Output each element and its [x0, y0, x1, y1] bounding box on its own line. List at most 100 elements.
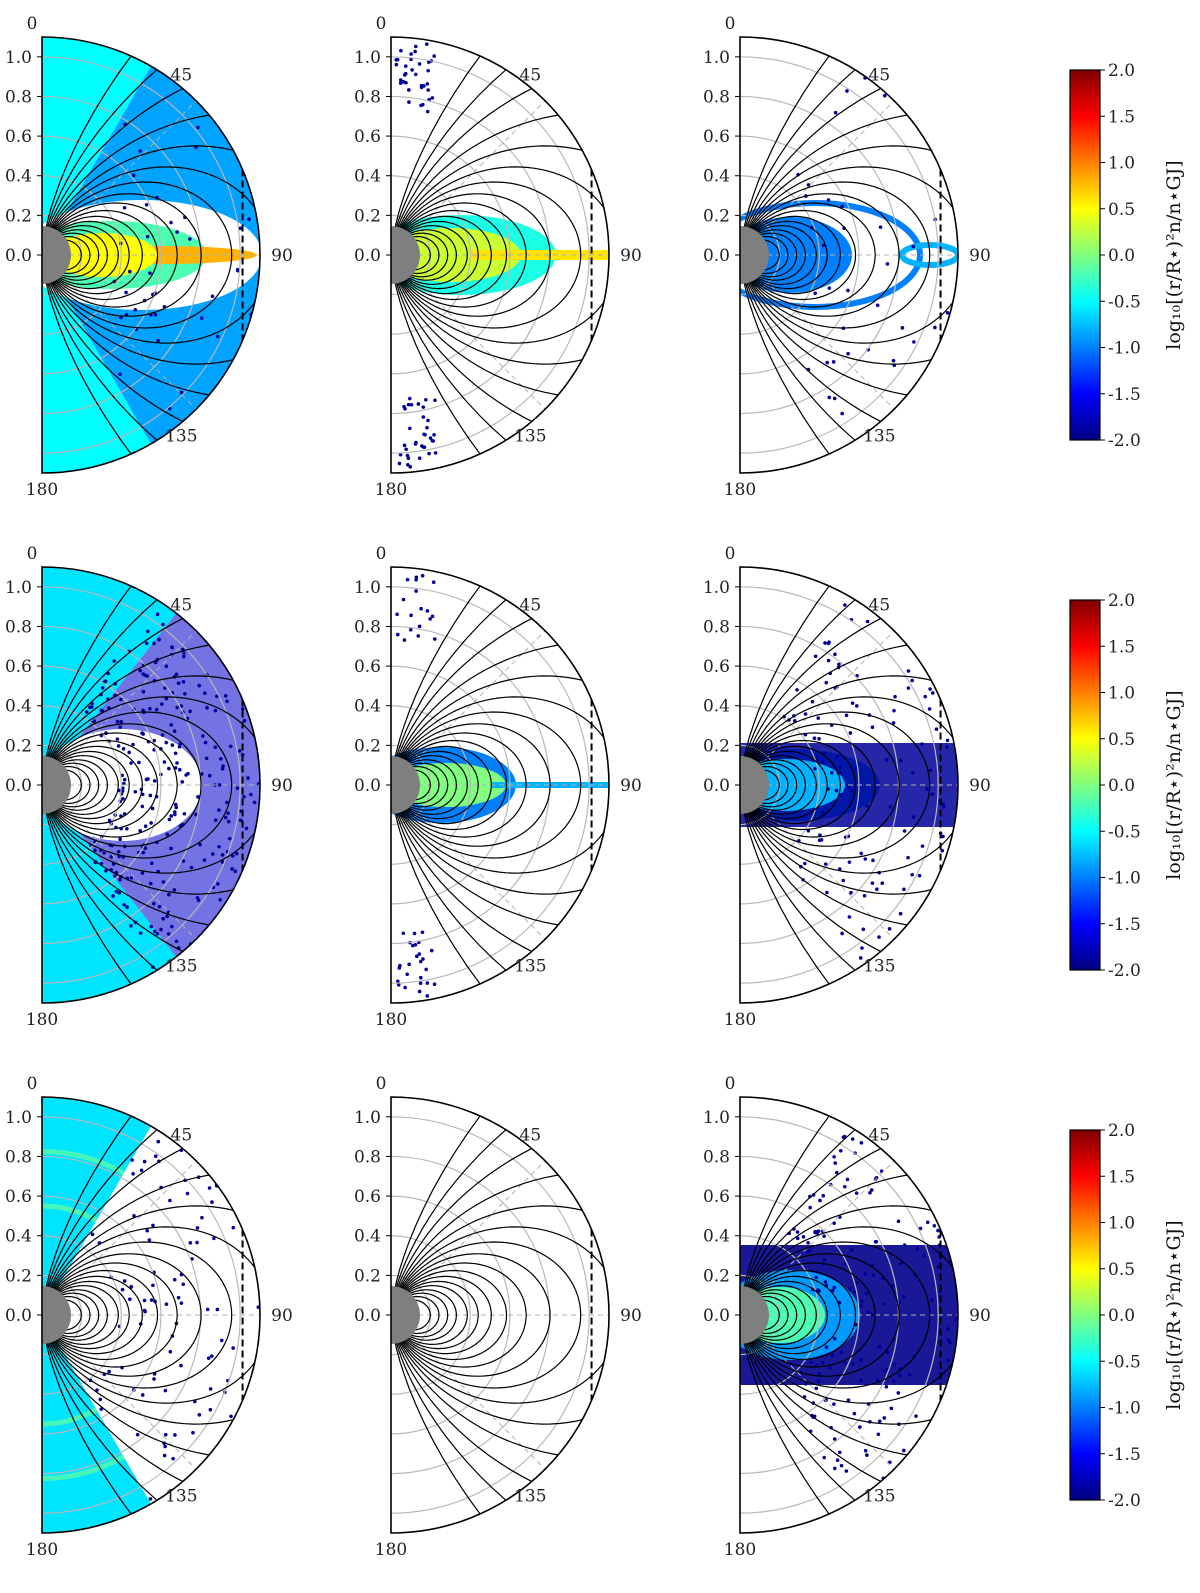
particle-dot — [839, 1463, 844, 1468]
particle-dot — [179, 1363, 183, 1368]
angle-tick-label: 180 — [26, 480, 58, 500]
angle-tick-label: 45 — [520, 596, 542, 616]
particle-dot — [413, 942, 418, 947]
particle-dot — [828, 1365, 832, 1370]
particle-dot — [142, 1159, 147, 1164]
particle-dot — [217, 844, 221, 849]
particle-dot — [841, 1135, 846, 1140]
particle-dot — [402, 638, 407, 642]
particle-dot — [899, 1261, 903, 1266]
particle-dot — [417, 989, 422, 994]
particle-dot — [832, 1437, 837, 1441]
particle-dot — [910, 678, 914, 683]
field-line — [740, 1205, 958, 1425]
particle-dot — [432, 54, 436, 58]
particle-dot — [399, 48, 403, 53]
particle-dot — [227, 836, 232, 841]
particle-dot — [806, 183, 811, 187]
particle-dot — [925, 1220, 930, 1225]
particle-dot — [884, 757, 889, 762]
particle-dot — [429, 948, 434, 953]
particle-dot — [118, 877, 122, 882]
particle-dot — [116, 744, 121, 748]
particle-dot — [176, 681, 181, 685]
particle-dot — [181, 859, 186, 863]
particle-dot — [90, 1232, 95, 1237]
particle-dot — [814, 1363, 819, 1368]
field-line — [391, 1269, 508, 1361]
radial-tick-label: 0.2 — [5, 206, 32, 226]
particle-dot — [420, 930, 425, 935]
particle-dot — [902, 829, 907, 833]
particle-dot — [131, 1171, 135, 1176]
particle-dot — [156, 338, 160, 343]
particle-dot — [151, 1283, 155, 1288]
field-line — [42, 1241, 233, 1389]
field-line — [740, 193, 900, 317]
particle-dot — [141, 689, 146, 694]
particle-dot — [397, 461, 402, 466]
angle-tick-label: 45 — [869, 66, 891, 86]
particle-dot — [196, 795, 200, 799]
particle-dot — [923, 694, 928, 699]
particle-dot — [810, 699, 815, 704]
particle-dot — [932, 1223, 937, 1228]
particle-dot — [405, 577, 410, 582]
angle-tick-label: 45 — [869, 596, 891, 616]
radial-tick-label: 0.8 — [703, 87, 730, 107]
colorbar-tick-label: -0.5 — [1108, 1352, 1141, 1372]
particle-dot — [841, 878, 846, 883]
particle-dot — [859, 1378, 863, 1383]
angle-tick-label: 90 — [271, 246, 293, 266]
field-line — [391, 732, 527, 838]
particle-dot — [888, 805, 893, 809]
particle-dot — [234, 851, 239, 856]
particle-dot — [122, 1279, 127, 1283]
angle-gridline — [391, 254, 546, 410]
particle-dot — [164, 664, 169, 669]
colorbar-label: log₁₀[(r/R⋆)²n/n⋆GJ] — [1163, 690, 1185, 879]
particle-dot — [846, 288, 850, 293]
particle-dot — [246, 776, 250, 780]
angle-tick-label: 0 — [376, 14, 387, 34]
particle-dot — [143, 824, 148, 829]
particle-dot — [818, 1198, 822, 1203]
radial-tick-label: 0.0 — [5, 776, 32, 796]
field-line — [391, 1253, 551, 1377]
particle-dot — [226, 819, 231, 824]
particle-dot — [892, 708, 896, 713]
colorbar-tick-label: 1.5 — [1108, 1167, 1135, 1187]
particle-dot — [858, 1358, 863, 1362]
particle-dot — [822, 1234, 826, 1238]
particle-dot — [404, 80, 408, 85]
field-line — [740, 62, 958, 448]
particle-dot — [181, 680, 186, 684]
particle-dot — [416, 402, 421, 406]
radial-tick-label: 0.4 — [703, 1227, 730, 1247]
particle-dot — [177, 744, 182, 749]
panel-r1-c2: 0 45 90 135 180 1.0 0.8 0.6 0.4 0.2 0.0 — [703, 544, 991, 1030]
particle-dot — [161, 622, 165, 627]
angle-gridline — [740, 784, 895, 940]
particle-dot — [864, 1291, 869, 1296]
particle-dot — [163, 1388, 168, 1393]
particle-dot — [199, 316, 204, 320]
angle-tick-label: 180 — [26, 1540, 58, 1560]
angle-gridline — [42, 1314, 197, 1470]
particle-dot — [851, 1362, 855, 1366]
particle-dot — [205, 705, 209, 710]
colorbar-tick-label: -1.5 — [1108, 915, 1141, 935]
field-line — [740, 1262, 876, 1368]
particle-dot — [144, 777, 149, 782]
radial-tick-label: 0.0 — [5, 1306, 32, 1326]
particle-dot — [405, 462, 410, 467]
particle-dot — [179, 1301, 184, 1305]
radial-tick-label: 0.4 — [354, 1227, 381, 1247]
particle-dot — [183, 691, 187, 696]
particle-dot — [824, 680, 829, 685]
particle-dot — [203, 740, 208, 745]
particle-dot — [238, 226, 243, 231]
particle-dot — [182, 651, 186, 655]
particle-dot — [129, 924, 133, 928]
